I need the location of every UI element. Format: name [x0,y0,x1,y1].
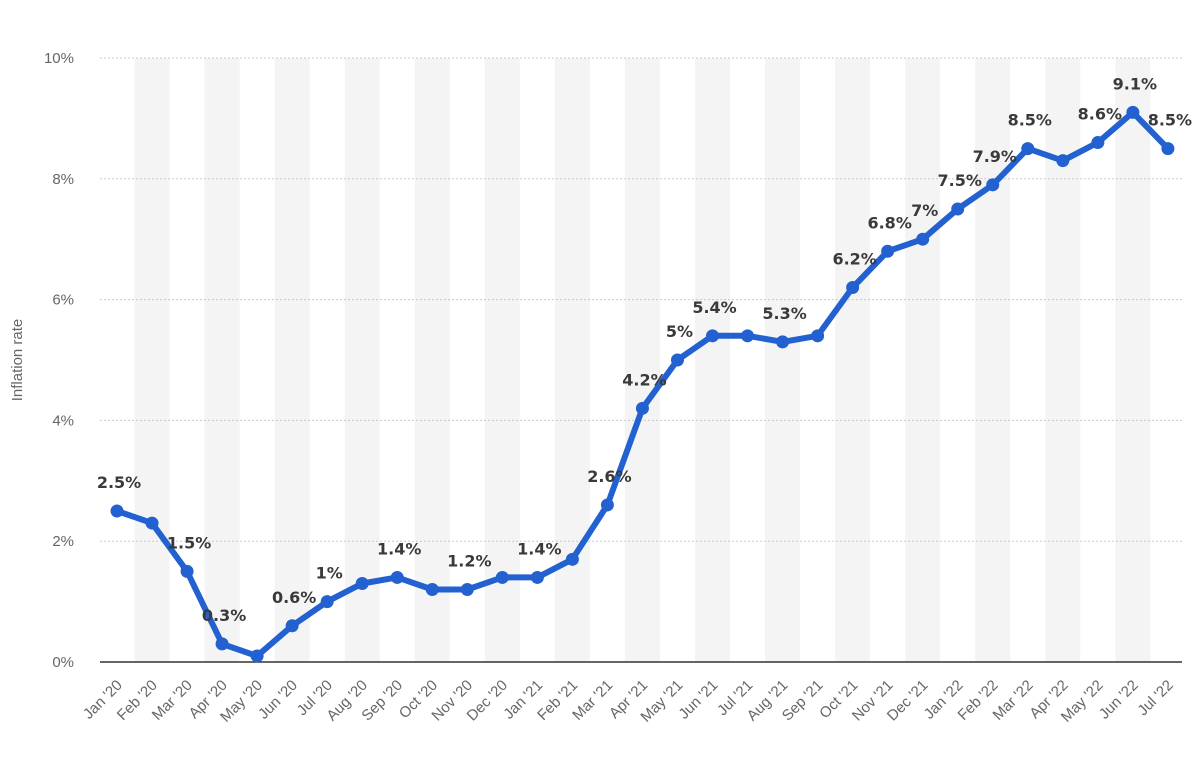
data-point [110,504,124,518]
data-point [951,202,965,216]
data-label: 6.8% [867,213,911,232]
column-band [905,58,941,662]
data-label: 5% [666,322,693,341]
data-point [741,329,755,343]
data-point [776,335,790,349]
data-label: 7% [911,201,938,220]
data-point [1161,142,1175,156]
y-tick-label: 10% [44,50,74,67]
y-axis-title: Inflation rate [9,319,26,402]
data-point [215,637,229,651]
data-point [916,232,930,246]
data-label: 1.4% [517,539,561,558]
x-tick-label: Jun '22 [1096,677,1142,723]
column-bands [134,58,1151,662]
data-point [1091,136,1105,150]
data-label: 5.3% [762,304,806,323]
data-label: 0.3% [202,606,246,625]
data-point [390,570,404,584]
x-tick-label: Jun '21 [675,677,721,723]
data-point [180,564,194,578]
data-point [706,329,720,343]
data-point [670,353,684,367]
data-point [285,619,299,633]
data-labels: 2.5% 1.5% 0.3% 0.6%1% 1.4% 1.2% 1.4% 2.6% 4.2% 5%… [97,74,1192,625]
data-label: 7.9% [973,147,1017,166]
data-label: 7.5% [938,171,982,190]
y-tick-label: 6% [52,292,74,309]
data-point [600,498,614,512]
column-band [1115,58,1151,662]
data-point [565,552,579,566]
data-label: 2.5% [97,473,141,492]
data-point [811,329,825,343]
data-label: 1.4% [377,539,421,558]
data-point [1021,142,1035,156]
data-point [1126,105,1140,119]
y-tick-label: 4% [52,412,74,429]
data-label: 8.5% [1008,111,1052,130]
column-band [204,58,240,662]
data-point [495,570,509,584]
data-label: 6.2% [832,250,876,269]
data-label: 1.2% [447,552,491,571]
data-point [460,583,474,597]
column-band [554,58,590,662]
data-point [355,576,369,590]
column-band [274,58,310,662]
data-point [846,281,860,295]
column-band [134,58,170,662]
y-tick-label: 8% [52,171,74,188]
x-tick-label: Jul '22 [1134,677,1176,719]
data-label: 4.2% [622,370,666,389]
y-tick-label: 0% [52,654,74,671]
data-point [320,595,334,609]
y-tick-label: 2% [52,533,74,550]
column-band [414,58,450,662]
data-label: 1% [316,564,343,583]
data-point [250,649,264,663]
column-band [975,58,1011,662]
column-band [694,58,731,662]
column-band [344,58,380,662]
data-label: 2.6% [587,467,631,486]
data-label: 0.6% [272,588,316,607]
data-point [986,178,1000,192]
data-point [635,401,649,415]
data-label: 1.5% [167,533,211,552]
data-point [425,583,439,597]
x-tick-label: Jun '20 [255,677,301,723]
data-label: 8.6% [1078,105,1122,124]
data-label: 9.1% [1113,74,1157,93]
data-point [881,244,895,258]
column-band [484,58,520,662]
data-point [145,516,159,530]
data-point [530,570,544,584]
data-points [110,105,1175,663]
column-band [624,58,660,662]
column-band [835,58,871,662]
data-label: 8.5% [1148,111,1192,130]
column-band [1045,58,1081,662]
y-axis-ticks: 0% 2% 4% 6% 8% 10% [44,50,74,671]
column-band [765,58,801,662]
data-point [1056,154,1070,168]
data-label: 5.4% [692,298,736,317]
